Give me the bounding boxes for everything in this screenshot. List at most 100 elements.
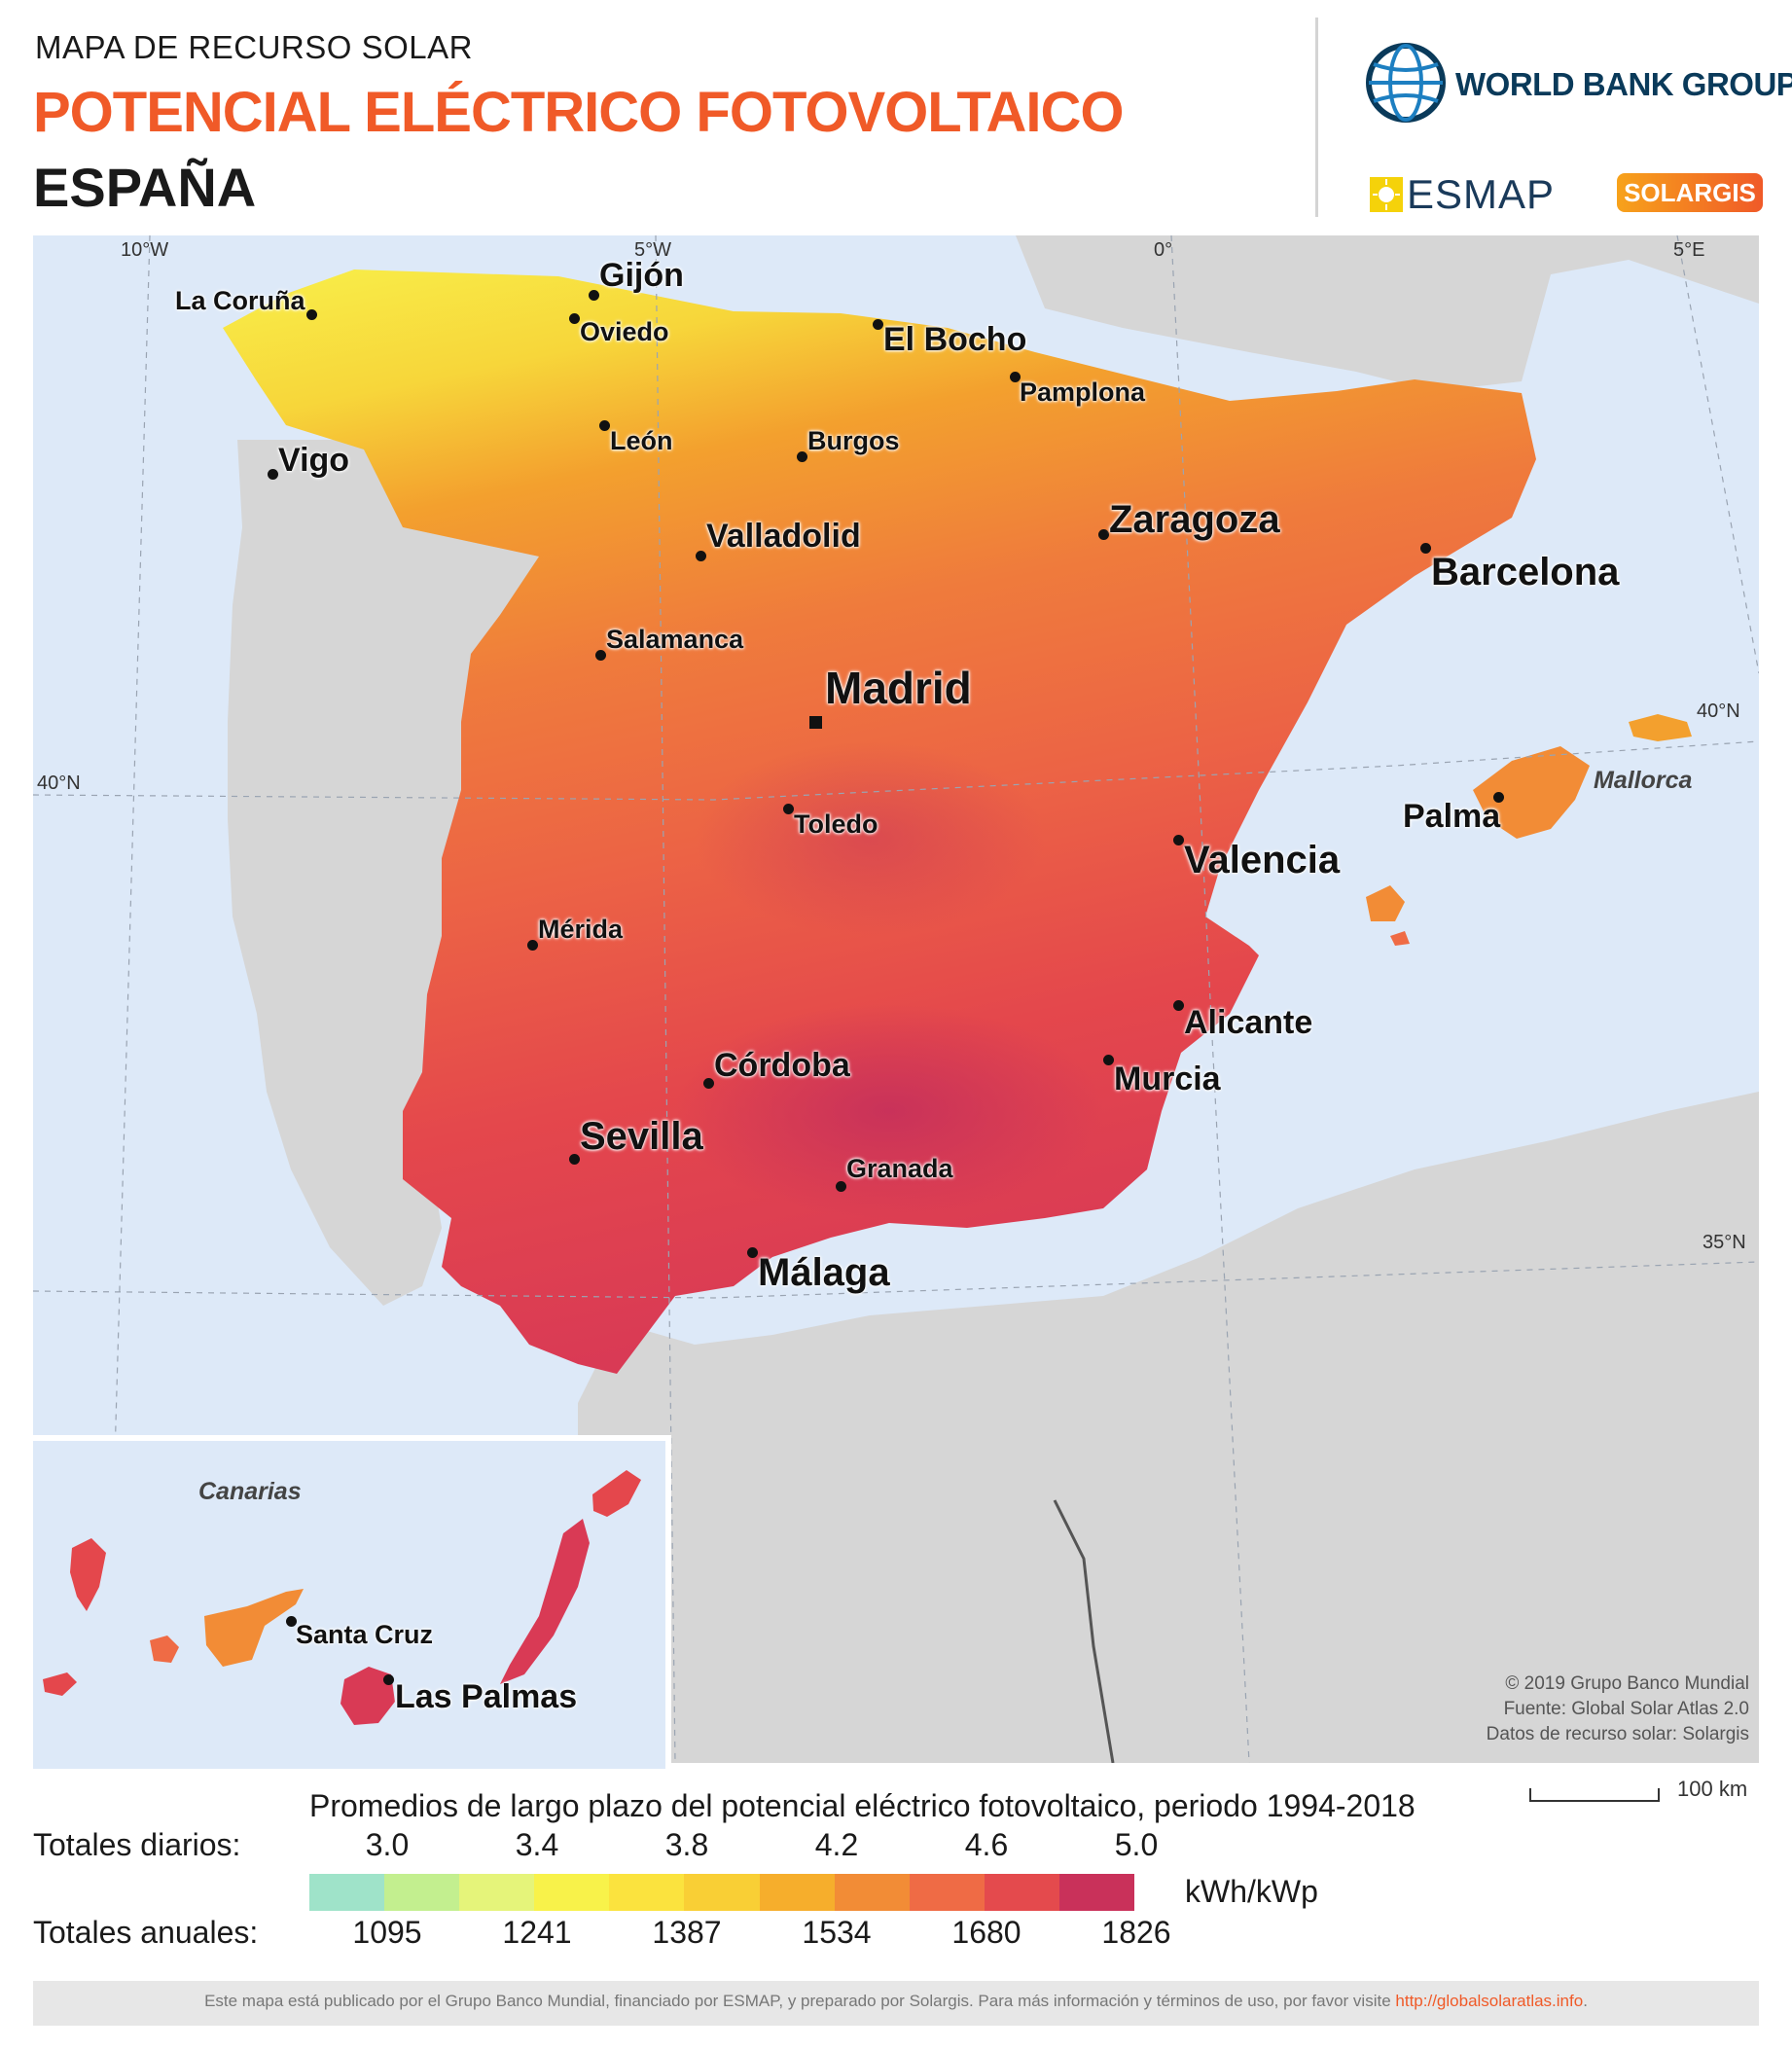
city-dot-santa-cruz [286, 1616, 297, 1627]
footer-bar [33, 1981, 1759, 2026]
canary-islands-inset: Canarias Santa Cruz Las Palmas [33, 1435, 671, 1769]
footer-period: . [1583, 1992, 1588, 2010]
portugal-land [228, 440, 539, 1306]
legend-swatch-1 [384, 1874, 460, 1911]
tenerife-island [204, 1589, 304, 1667]
footer-link[interactable]: http://globalsolaratlas.info [1395, 1992, 1584, 2010]
city-label-alicante: Alicante [1184, 1004, 1313, 1041]
legend-annual-label: Totales anuales: [33, 1915, 259, 1950]
legend-annual-tick: 1241 [502, 1915, 572, 1950]
esmap-logo-text: ESMAP [1407, 171, 1556, 217]
legend-colorbar [309, 1874, 1135, 1911]
city-label-gijon: Gijón [599, 257, 684, 294]
legend-daily-tick: 3.4 [515, 1827, 559, 1862]
city-dot-vigo [268, 469, 278, 480]
city-label-burgos: Burgos [807, 426, 900, 455]
map-title: POTENCIAL ELÉCTRICO FOTOVOLTAICO [33, 81, 1124, 144]
hotspot-southeast [675, 1004, 1103, 1218]
africa-land [578, 1092, 1759, 1763]
city-dot-valencia [1173, 835, 1184, 845]
header-divider [1315, 18, 1318, 217]
city-dot-cordoba [703, 1078, 714, 1089]
legend-swatch-10 [1058, 1874, 1135, 1911]
legend-daily-label: Totales diarios: [33, 1827, 241, 1862]
city-dot-toledo [783, 804, 794, 814]
mallorca-island [1473, 746, 1590, 839]
city-label-leon: León [610, 426, 673, 455]
city-dot-malaga [747, 1247, 758, 1258]
la-palma-island [70, 1538, 106, 1611]
city-dot-merida [527, 940, 538, 951]
legend-swatch-6 [759, 1874, 835, 1911]
city-label-oviedo: Oviedo [580, 317, 669, 346]
legend-annual-tick: 1095 [352, 1915, 422, 1950]
legend-swatch-5 [684, 1874, 760, 1911]
credit-copyright: © 2019 Grupo Banco Mundial [1505, 1673, 1749, 1694]
solargis-logo [1617, 173, 1763, 212]
world-bank-logo-text: WORLD BANK GROUP [1455, 66, 1792, 102]
credit-data: Datos de recurso solar: Solargis [1486, 1724, 1749, 1744]
city-dot-granada [836, 1181, 846, 1192]
lon-label-5e: 5°E [1673, 239, 1705, 261]
city-dot-sevilla [569, 1154, 580, 1165]
legend-unit: kWh/kWp [1185, 1874, 1318, 1909]
scale-bar [1529, 1788, 1660, 1802]
morocco-algeria-border [1053, 1499, 1115, 1763]
legend-daily-tick: 3.0 [365, 1827, 410, 1862]
legend-daily-tick: 5.0 [1114, 1827, 1159, 1862]
legend-swatch-0 [309, 1874, 385, 1911]
legend-swatch-4 [609, 1874, 685, 1911]
city-dot-alicante [1173, 1000, 1184, 1011]
legend-swatch-8 [909, 1874, 985, 1911]
city-dot-el-bocho [873, 319, 883, 330]
legend-swatch-7 [834, 1874, 910, 1911]
city-dot-salamanca [595, 650, 606, 661]
city-label-valencia: Valencia [1184, 839, 1341, 881]
lat-label-40n-left: 40°N [37, 773, 81, 794]
lon-label-5w: 5°W [634, 239, 671, 261]
city-dot-gijon [589, 290, 599, 301]
city-label-palma: Palma [1403, 798, 1501, 835]
city-label-merida: Mérida [538, 915, 624, 944]
region-label-canarias: Canarias [198, 1478, 302, 1505]
city-label-las-palmas: Las Palmas [395, 1678, 578, 1715]
formentera-island [1390, 931, 1410, 946]
city-label-pamplona: Pamplona [1020, 377, 1146, 407]
legend-annual-tick: 1387 [652, 1915, 722, 1950]
legend-annual-tick: 1534 [802, 1915, 872, 1950]
fuerteventura-island [500, 1519, 590, 1684]
city-label-santa-cruz: Santa Cruz [296, 1620, 434, 1649]
city-label-malaga: Málaga [758, 1251, 890, 1294]
legend-annual-tick: 1826 [1101, 1915, 1171, 1950]
city-dot-pamplona [1010, 372, 1021, 382]
lon-label-10w: 10°W [121, 239, 169, 261]
city-label-la-coruna: La Coruña [175, 286, 305, 315]
la-gomera-island [150, 1636, 179, 1663]
city-label-madrid: Madrid [825, 663, 972, 713]
hotspot-center [695, 741, 1045, 936]
city-label-zaragoza: Zaragoza [1109, 498, 1280, 541]
city-dot-zaragoza [1098, 529, 1109, 540]
city-label-vigo: Vigo [278, 442, 350, 479]
city-label-el-bocho: El Bocho [883, 321, 1027, 358]
iberia-map-canvas [33, 235, 1759, 1763]
city-label-murcia: Murcia [1114, 1060, 1221, 1097]
city-label-valladolid: Valladolid [706, 518, 861, 555]
city-label-barcelona: Barcelona [1431, 551, 1620, 593]
canary-islands-canvas [43, 1470, 641, 1725]
gran-canaria-island [340, 1667, 395, 1725]
city-dot-barcelona [1420, 543, 1431, 554]
city-dot-la-coruna [306, 309, 317, 320]
legend-daily-tick: 4.6 [964, 1827, 1009, 1862]
legend-swatch-2 [459, 1874, 535, 1911]
capital-marker-madrid [809, 716, 822, 729]
map-subtitle: MAPA DE RECURSO SOLAR [35, 29, 473, 65]
legend-daily-tick: 3.8 [664, 1827, 709, 1862]
legend-swatch-3 [534, 1874, 610, 1911]
lon-label-0: 0° [1154, 239, 1173, 261]
lanzarote-island [592, 1470, 641, 1517]
france-land [1016, 235, 1759, 391]
city-dot-palma [1493, 792, 1504, 803]
esmap-sun-icon [1370, 177, 1403, 212]
legend-annual-tick: 1680 [951, 1915, 1021, 1950]
